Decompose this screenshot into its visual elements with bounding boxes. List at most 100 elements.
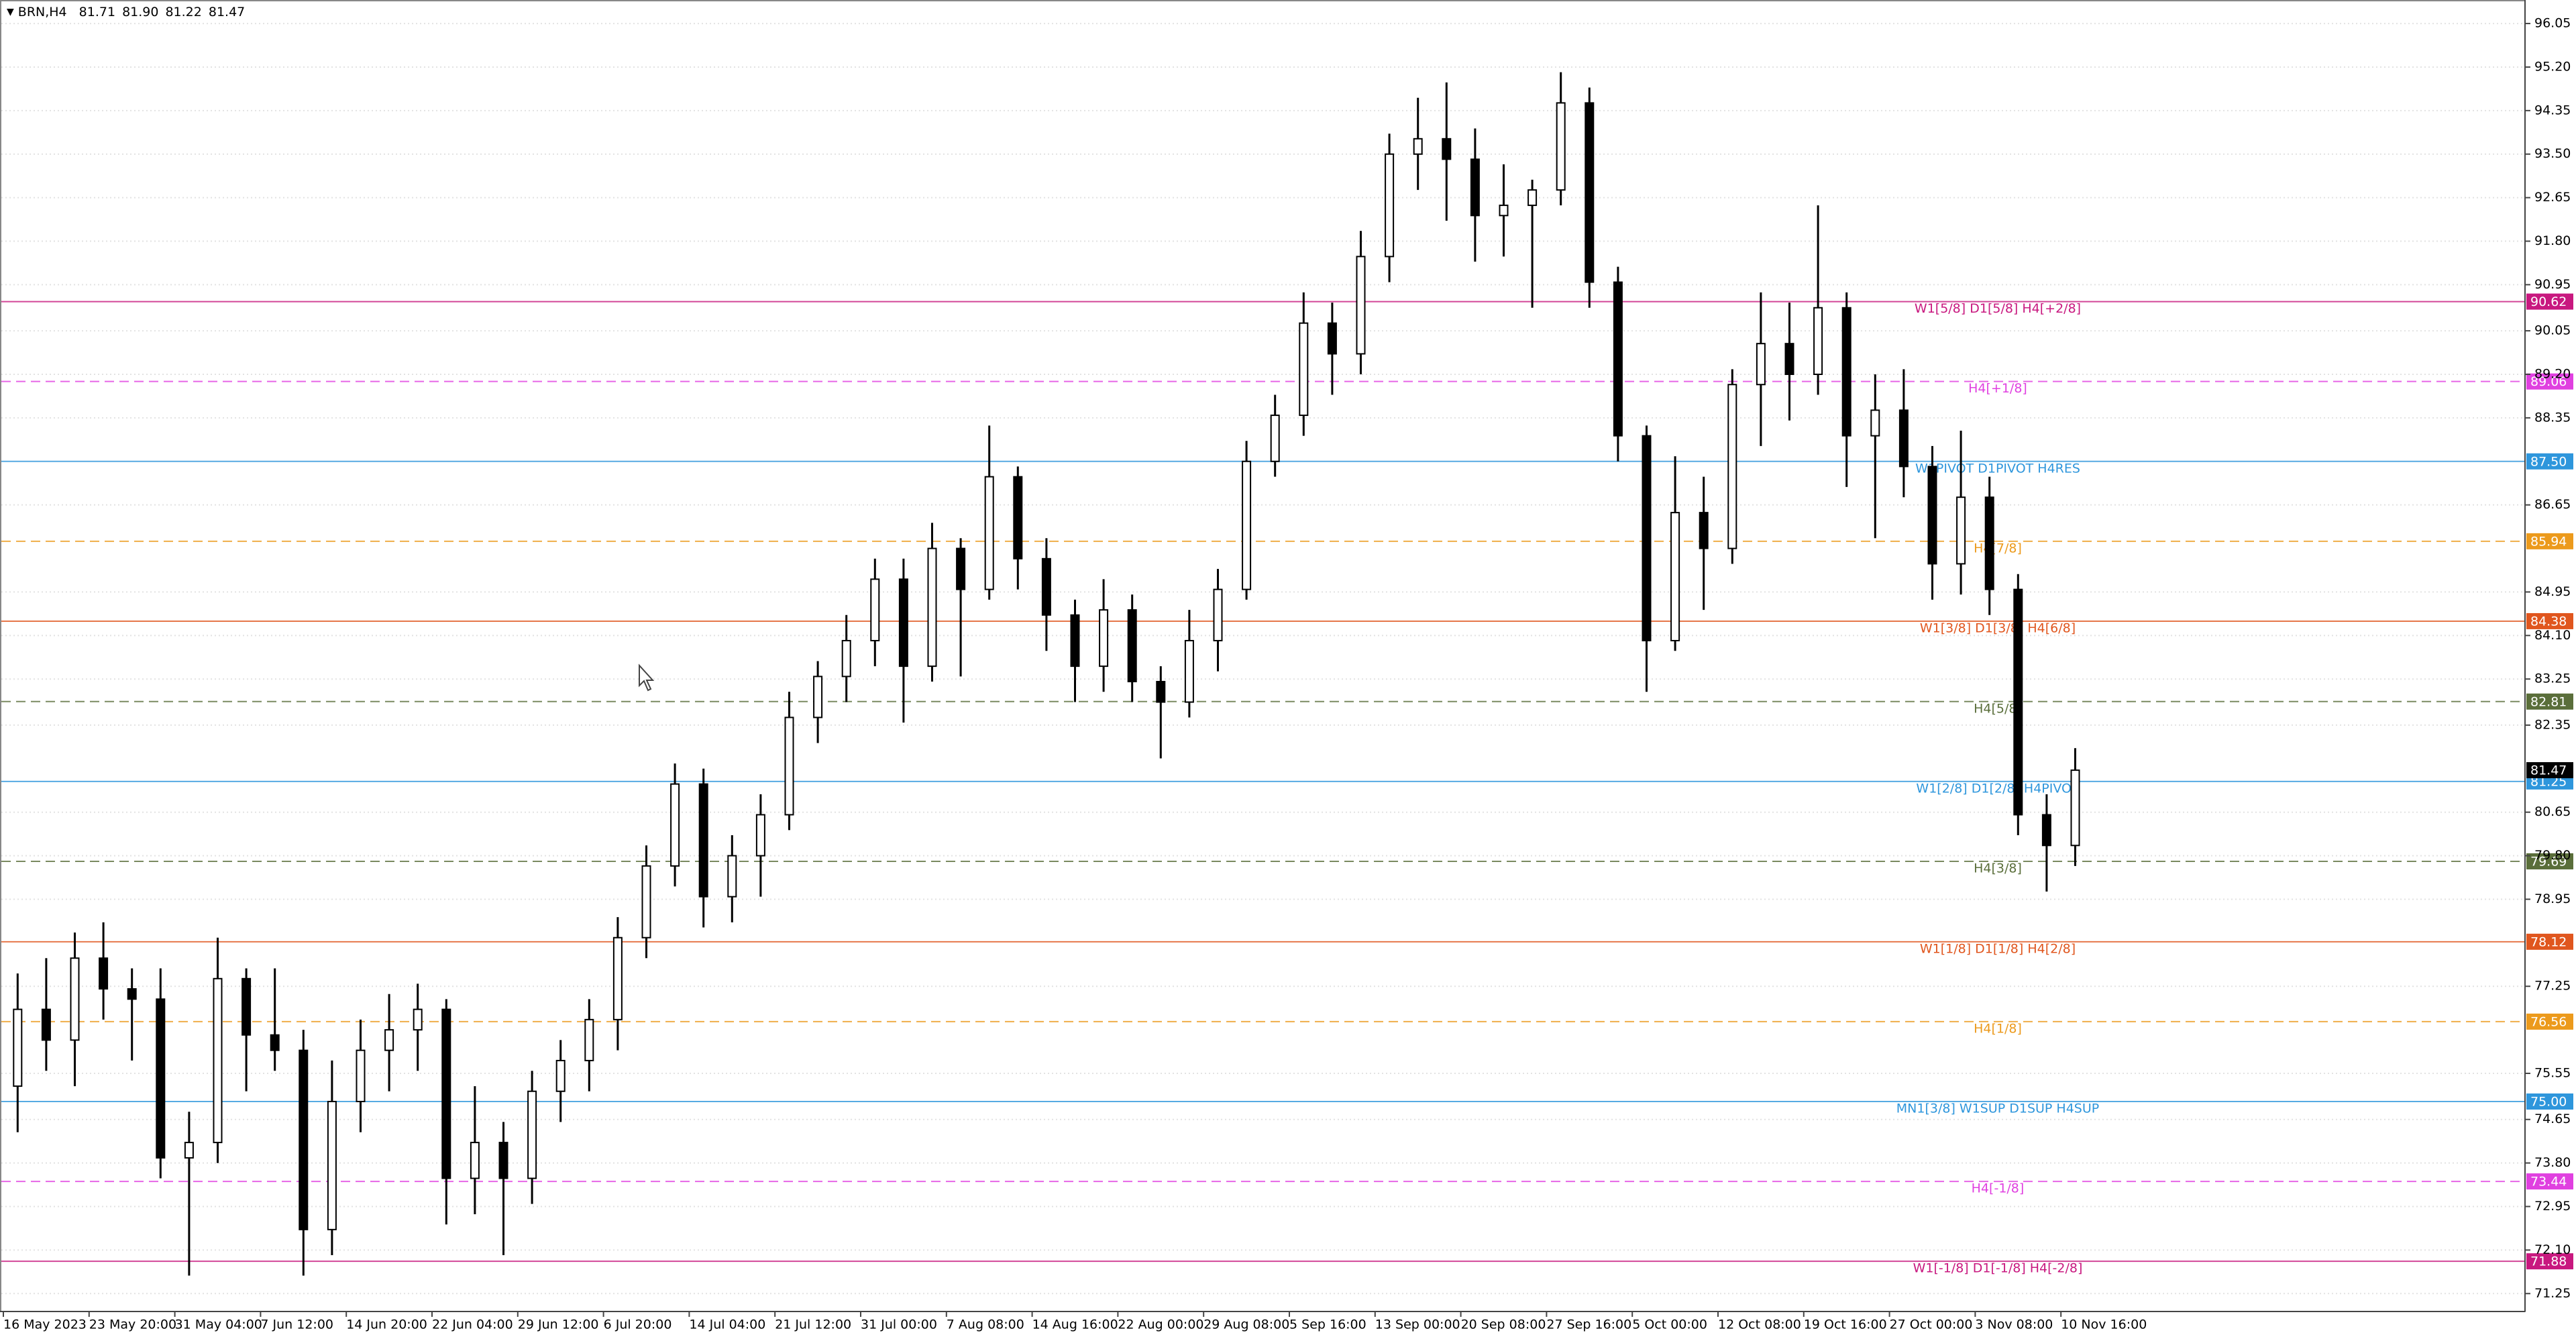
- x-tick-label: 31 May 04:00: [175, 1318, 262, 1332]
- candle-body: [13, 1008, 23, 1087]
- x-tick-label: 29 Aug 08:00: [1203, 1318, 1289, 1332]
- candle-body: [1299, 322, 1309, 417]
- candle-body: [1470, 158, 1480, 217]
- candle-body: [1127, 609, 1137, 683]
- candle-body: [1813, 307, 1823, 375]
- level-tag-label: 76.56: [2530, 1014, 2567, 1029]
- level-label: H4[+1/8]: [1968, 381, 2027, 396]
- y-tick-label: 93.50: [2534, 146, 2571, 161]
- level-label: H4[1/8]: [1974, 1021, 2022, 1036]
- candle-body: [555, 1059, 566, 1092]
- candles: [13, 72, 2080, 1276]
- candle-body: [813, 676, 823, 718]
- x-tick-label: 7 Jun 12:00: [260, 1318, 333, 1332]
- level-label: W1[-1/8] D1[-1/8] H4[-2/8]: [1913, 1261, 2083, 1276]
- level-tag-label: 84.38: [2530, 614, 2567, 629]
- x-tick-label: 22 Jun 04:00: [432, 1318, 513, 1332]
- candle-body: [213, 977, 223, 1144]
- menu-arrow[interactable]: ▼: [7, 7, 14, 17]
- candle-body: [1442, 138, 1452, 160]
- candle-body: [184, 1142, 194, 1159]
- candle-body: [1213, 588, 1223, 641]
- level-tag-label: 73.44: [2530, 1175, 2567, 1189]
- candle-body: [956, 547, 966, 590]
- level-tag: [2526, 453, 2573, 470]
- candle-body: [755, 814, 765, 857]
- y-tick-label: 96.05: [2534, 16, 2571, 31]
- last-price-label: 81.47: [2530, 763, 2567, 778]
- y-tick-label: 77.25: [2534, 979, 2571, 994]
- candle-body: [1184, 639, 1194, 703]
- candle-body: [1841, 307, 1851, 437]
- candle-body: [1613, 281, 1623, 437]
- x-tick-label: 13 Sep 00:00: [1375, 1318, 1460, 1332]
- x-tick-label: 6 Jul 20:00: [604, 1318, 672, 1332]
- last-price-tag: [2526, 762, 2573, 779]
- candle-body: [2070, 769, 2080, 847]
- level-label: H4[5/8]: [1974, 701, 2022, 716]
- y-tick-label: 83.25: [2534, 672, 2571, 686]
- y-tick-label: 79.80: [2534, 848, 2571, 863]
- candle-body: [241, 977, 252, 1036]
- y-tick-label: 89.20: [2534, 366, 2571, 381]
- y-tick-label: 71.25: [2534, 1286, 2571, 1301]
- level-tag: [2526, 533, 2573, 549]
- level-label: W1PIVOT D1PIVOT H4RES: [1915, 461, 2080, 476]
- candle-body: [584, 1018, 594, 1061]
- candle-body: [1984, 496, 1994, 590]
- y-tick-label: 91.80: [2534, 233, 2571, 248]
- candle-body: [1898, 409, 1909, 468]
- x-tick-label: 21 Jul 12:00: [775, 1318, 851, 1332]
- x-tick-label: 5 Oct 00:00: [1632, 1318, 1707, 1332]
- y-tick-label: 84.95: [2534, 584, 2571, 599]
- symbol: BRN,H4: [18, 5, 67, 19]
- candle-body: [727, 855, 737, 898]
- candle-body: [1727, 384, 1737, 549]
- candle-body: [1270, 415, 1280, 462]
- x-tick-label: 14 Aug 16:00: [1032, 1318, 1118, 1332]
- level-tag-label: 79.69: [2530, 854, 2567, 869]
- x-tick-label: 3 Nov 08:00: [1975, 1318, 2053, 1332]
- x-tick-label: 5 Sep 16:00: [1289, 1318, 1366, 1332]
- y-tick-label: 92.65: [2534, 190, 2571, 205]
- candle-body: [127, 988, 137, 1000]
- ohlc-value: 81.47: [209, 5, 245, 19]
- y-tick-label: 86.65: [2534, 497, 2571, 512]
- candle-body: [299, 1049, 309, 1230]
- level-tag: [2526, 933, 2573, 950]
- candle-body: [441, 1008, 451, 1179]
- candle-body: [1099, 609, 1109, 667]
- y-tick-label: 73.80: [2534, 1155, 2571, 1170]
- y-tick-label: 90.95: [2534, 277, 2571, 292]
- candle-body: [870, 578, 880, 641]
- x-tick-label: 27 Oct 00:00: [1890, 1318, 1973, 1332]
- candle-body: [356, 1049, 366, 1103]
- plot-frame: [0, 0, 2526, 1312]
- ohlc-value: 81.71: [79, 5, 115, 19]
- candle-body: [156, 998, 166, 1159]
- candle-body: [1585, 102, 1595, 283]
- candle-body: [1413, 138, 1423, 155]
- level-tag-label: 87.50: [2530, 454, 2567, 469]
- level-label: H4[3/8]: [1974, 861, 2022, 875]
- candle-body: [413, 1008, 423, 1031]
- candle-body: [670, 783, 680, 867]
- candle-body: [498, 1142, 508, 1179]
- candle-body: [2041, 814, 2051, 847]
- y-tick-label: 84.10: [2534, 628, 2571, 643]
- x-tick-label: 29 Jun 12:00: [518, 1318, 599, 1332]
- level-label: W1[1/8] D1[1/8] H4[2/8]: [1920, 941, 2076, 956]
- candle-body: [1070, 614, 1080, 667]
- candle-body: [841, 639, 851, 678]
- y-tick-label: 72.95: [2534, 1199, 2571, 1214]
- level-tag: [2526, 373, 2573, 390]
- level-label: W1[5/8] D1[5/8] H4[+2/8]: [1915, 301, 2081, 316]
- candle-body: [1556, 102, 1566, 191]
- y-tick-label: 72.10: [2534, 1242, 2571, 1257]
- candle-body: [1499, 205, 1509, 217]
- level-label: MN1[3/8] W1SUP D1SUP H4SUP: [1896, 1102, 2099, 1116]
- candle-body: [1784, 343, 1794, 375]
